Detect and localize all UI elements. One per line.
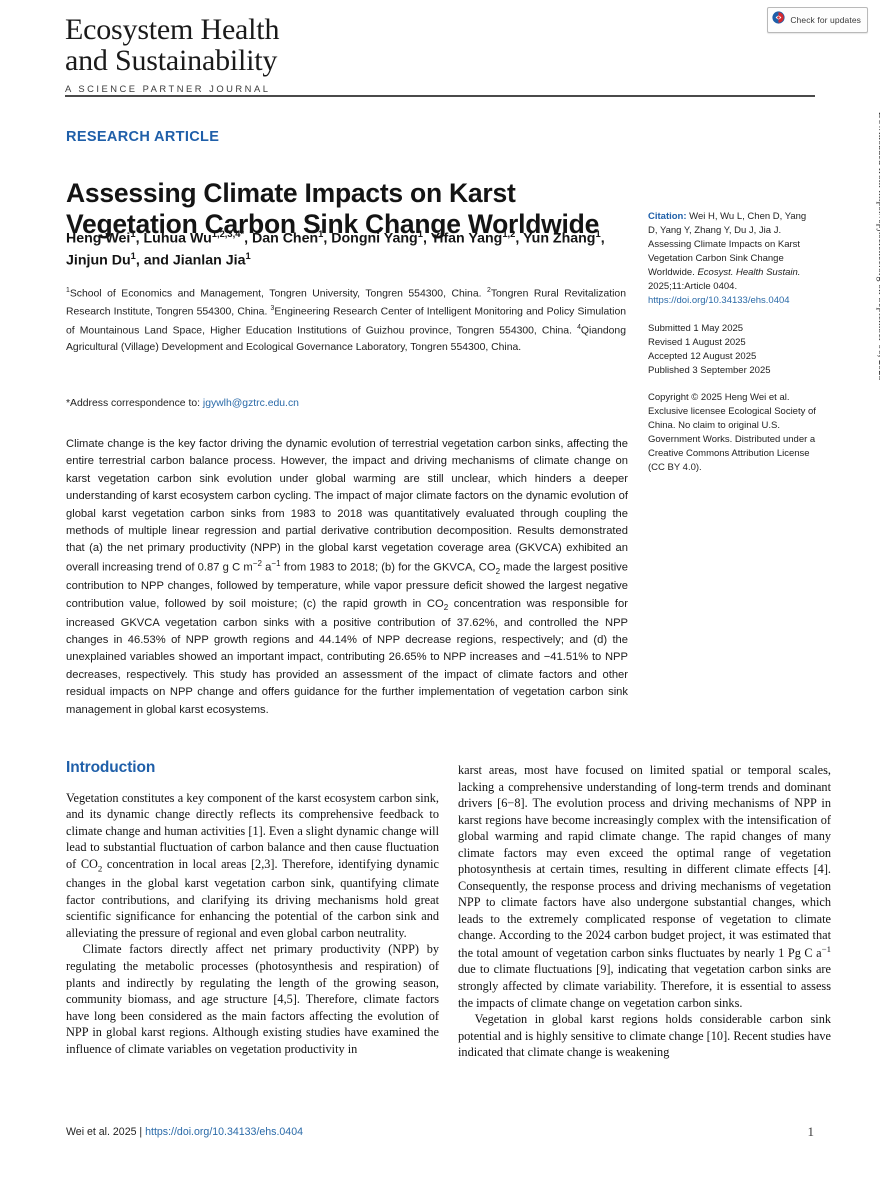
abstract-part-1: Climate change is the key factor driving… (66, 438, 628, 574)
affiliation-1-marker: 1 (66, 287, 70, 294)
intro-paragraph-1: Vegetation constitutes a key component o… (66, 790, 439, 942)
footer-citation-short: Wei et al. 2025 (66, 1126, 137, 1138)
author-heng-wei: Heng Wei (66, 230, 131, 247)
author-yun-zhang-affil: 1 (595, 229, 601, 239)
citation-block: Citation: Wei H, Wu L, Chen D, Yang D, Y… (648, 210, 818, 308)
intro-p1-part-b: concentration in local areas [2,3]. Ther… (66, 856, 439, 940)
author-yifan-yang: , Yifan Yang (422, 230, 503, 247)
history-revised: Revised 1 August 2025 (648, 336, 746, 348)
citation-text: Wei H, Wu L, Chen D, Yang D, Yang Y, Zha… (648, 211, 807, 278)
abstract-sup-m2: −2 (252, 558, 262, 568)
correspondence-email-link[interactable]: jgywlh@gztrc.edu.cn (202, 398, 299, 409)
history-accepted: Accepted 12 August 2025 (648, 350, 757, 362)
author-jianlan-jia-affil: 1 (245, 250, 251, 261)
journal-title-line2: and Sustainability (65, 44, 278, 78)
journal-tagline: A SCIENCE PARTNER JOURNAL (65, 83, 271, 95)
footer-citation: Wei et al. 2025 | https://doi.org/10.341… (66, 1126, 303, 1138)
author-dongni-yang: , Dongni Yang (323, 230, 418, 247)
footer-separator: | (136, 1126, 146, 1138)
author-jianlan-jia: , and Jianlan Jia (135, 252, 246, 269)
author-jinjun-du-affil: 1 (130, 250, 136, 261)
intro-paragraph-3: karst areas, most have focused on limite… (458, 762, 831, 1011)
author-jinjun-du: , Jinjun Du (66, 230, 605, 269)
intro-p1-sub-co2: 2 (97, 863, 103, 874)
section-heading-introduction: Introduction (66, 759, 156, 776)
abstract: Climate change is the key factor driving… (66, 436, 628, 719)
article-metadata-sidebar: Citation: Wei H, Wu L, Chen D, Yang D, Y… (648, 210, 818, 489)
affiliation-4-marker: 4 (577, 323, 581, 331)
page-title: Assessing Climate Impacts on Karst Veget… (66, 177, 600, 239)
journal-title-line1: Ecosystem Health (65, 13, 280, 46)
author-heng-wei-affil: 1 (130, 229, 136, 239)
citation-volume: 2025;11:Article 0404. (648, 280, 738, 292)
footer-doi-link[interactable]: https://doi.org/10.34133/ehs.0404 (145, 1126, 303, 1138)
masthead-divider (65, 95, 815, 97)
author-list: Heng Wei1, Luhua Wu1,2,3,4*, Dan Chen1, … (66, 228, 626, 272)
abstract-sub-co2-1: 2 (495, 566, 501, 576)
author-luhua-wu-affil: 1,2,3,4* (211, 229, 245, 239)
affiliation-3-marker: 3 (270, 305, 275, 313)
abstract-sub-co2-2: 2 (443, 602, 449, 612)
download-source-stamp: Downloaded from https://spj.science.org … (876, 112, 880, 381)
affiliation-2-marker: 2 (486, 287, 491, 294)
affiliation-1: School of Economics and Management, Tong… (69, 288, 487, 300)
author-yifan-yang-affil: 1,2 (502, 229, 516, 239)
intro-p3-sup-a1: −1 (821, 943, 831, 954)
citation-doi-link[interactable]: https://doi.org/10.34133/ehs.0404 (648, 294, 790, 306)
correspondence-label: *Address correspondence to: (66, 398, 203, 409)
citation-label: Citation: (648, 211, 687, 222)
author-luhua-wu: , Luhua Wu (135, 230, 212, 247)
author-dan-chen: , Dan Chen (244, 230, 319, 247)
author-yun-zhang: Yun Zhang (522, 230, 596, 247)
abstract-part-3: from 1983 to 2018; (b) for the GKVCA, CO (280, 561, 496, 574)
citation-journal-name: Ecosyst. Health Sustain. (697, 266, 801, 278)
check-for-updates-label: Check for updates (790, 15, 861, 25)
article-type-kicker: RESEARCH ARTICLE (66, 129, 220, 145)
journal-title: Ecosystem Health and Sustainability (65, 14, 485, 76)
affiliation-4: Qiandong Agricultural (Village) Developm… (66, 325, 626, 353)
crossmark-icon (772, 11, 785, 29)
abstract-part-4: made the largest positive contribution t… (66, 561, 628, 610)
abstract-part-5: concentration was responsible for increa… (66, 597, 628, 716)
intro-paragraph-4: Vegetation in global karst regions holds… (458, 1012, 831, 1060)
author-dan-chen-affil: 1 (318, 229, 324, 239)
publication-history-block: Submitted 1 May 2025 Revised 1 August 20… (648, 322, 818, 378)
page-number: 1 (807, 1124, 815, 1139)
intro-p3-part-b: due to climate fluctuations [9], indicat… (458, 962, 831, 1010)
affiliation-3: Engineering Research Center of Intellige… (66, 306, 627, 337)
copyright-block: Copyright © 2025 Heng Wei et al. Exclusi… (648, 392, 816, 474)
body-column-left: Introduction Vegetation constitutes a ke… (66, 758, 439, 1057)
author-dongni-yang-affil: 1 (417, 229, 423, 239)
affiliation-list: 1School of Economics and Management, Ton… (66, 285, 626, 357)
affiliation-2: Tongren Rural Revitalization Research In… (66, 288, 626, 318)
history-submitted: Submitted 1 May 2025 (648, 322, 744, 334)
check-for-updates-badge[interactable]: Check for updates (767, 7, 868, 33)
body-column-right: karst areas, most have focused on limite… (458, 762, 831, 1061)
journal-masthead: Ecosystem Health and Sustainability A SC… (65, 14, 485, 94)
intro-paragraph-2: Climate factors directly affect net prim… (66, 942, 439, 1056)
correspondence-line: *Address correspondence to: jgywlh@gztrc… (66, 398, 299, 409)
author-comma: , (515, 230, 520, 247)
abstract-part-2: a (261, 561, 272, 574)
intro-p3-part-a: karst areas, most have focused on limite… (458, 763, 831, 960)
intro-p1-part-a: Vegetation constitutes a key component o… (66, 790, 439, 871)
history-published: Published 3 September 2025 (648, 364, 771, 376)
abstract-sup-a1: −1 (271, 558, 281, 568)
